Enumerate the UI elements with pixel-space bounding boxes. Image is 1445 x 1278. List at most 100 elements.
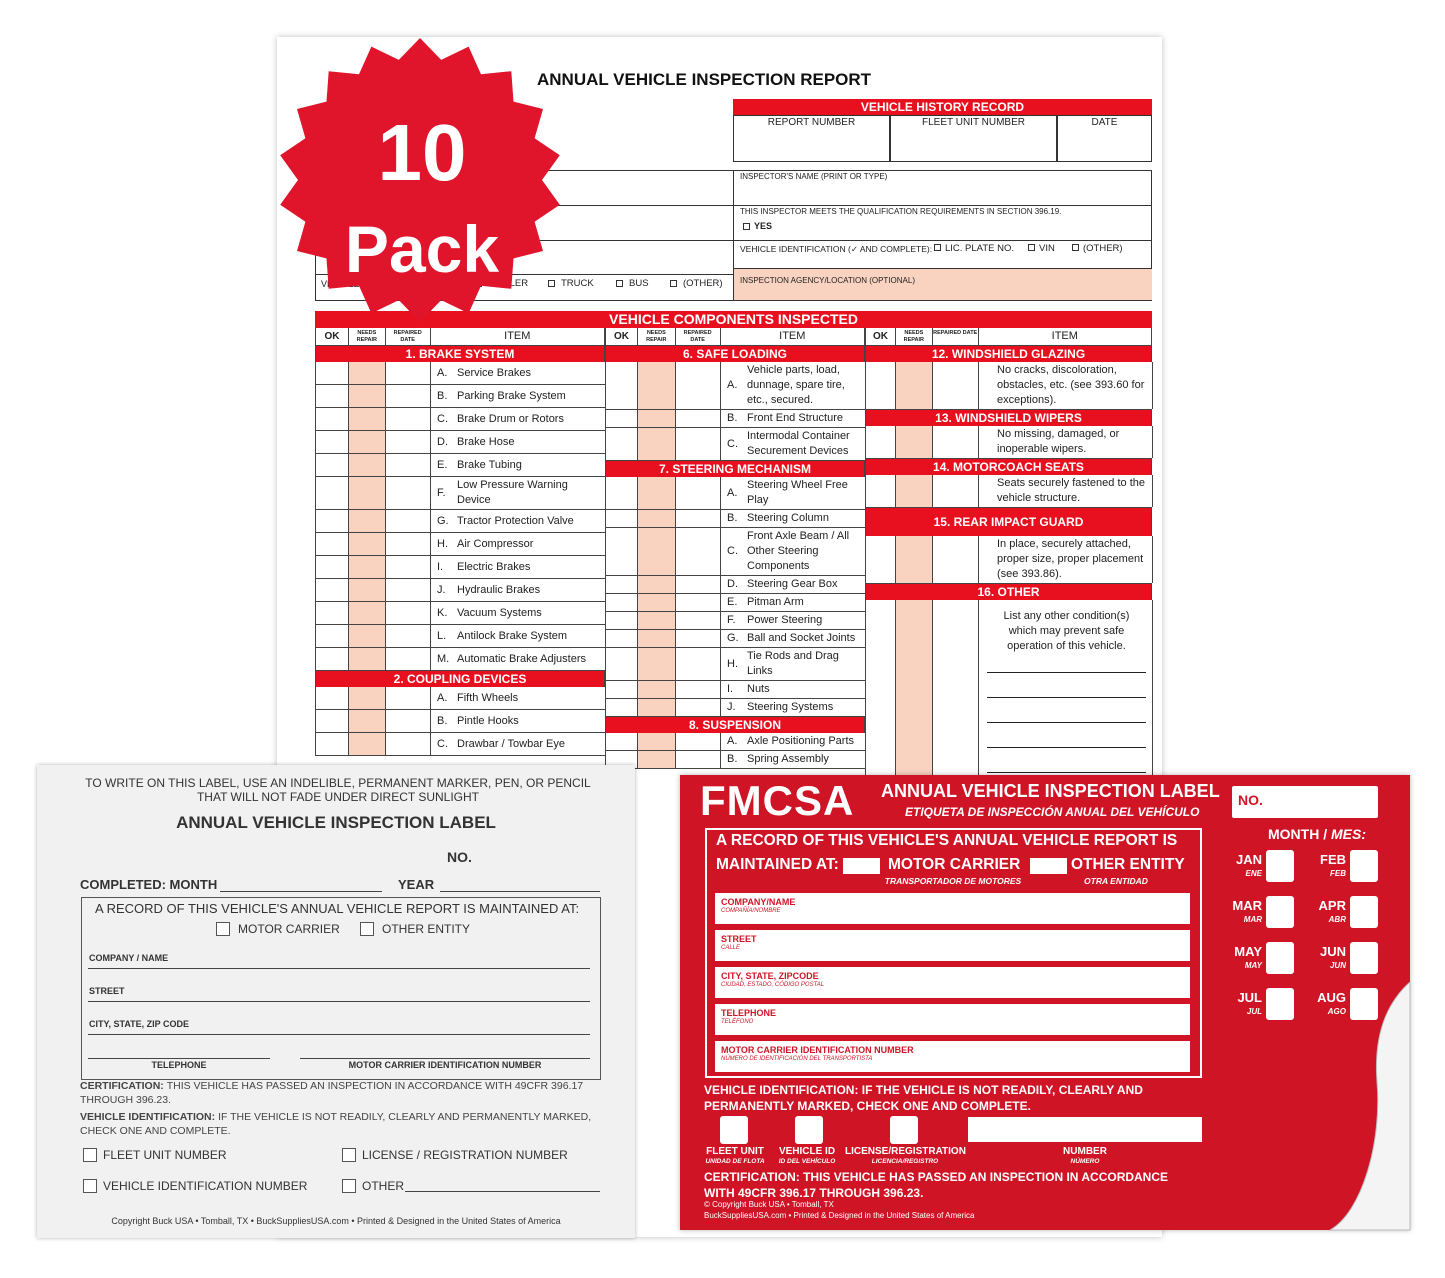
check-cell: [386, 431, 431, 453]
yes-option: YES: [754, 221, 773, 231]
item-row: I. Electric Brakes: [316, 556, 606, 579]
check-cell: [933, 475, 979, 507]
column-header: NEEDS REPAIR: [638, 328, 676, 345]
item-cell: Seats securely fastened to the vehicle s…: [979, 475, 1153, 507]
column-header: ITEM: [721, 328, 865, 345]
id-sub: UNIDAD DE FLOTA: [705, 1158, 765, 1165]
field-name: CITY, STATE, ZIPCODE: [721, 971, 819, 981]
item-text: List any other condition(s) which may pr…: [1003, 610, 1130, 652]
month-name: APR: [1318, 898, 1346, 913]
vehicle-id-option: (OTHER): [1083, 243, 1123, 254]
check-cell: [638, 612, 676, 629]
id-sub: ID DEL VEHÍCULO: [778, 1158, 836, 1165]
check-cell: [606, 733, 638, 750]
check-cell: [349, 602, 386, 624]
item-row: G. Ball and Socket Joints: [606, 630, 866, 648]
item-letter: G.: [437, 514, 449, 527]
item-text: Brake Hose: [457, 435, 515, 448]
field-box: [715, 1004, 1190, 1035]
form-line: [733, 205, 1152, 206]
checkbox: [83, 1179, 97, 1193]
check-cell: [866, 426, 896, 458]
check-cell: [386, 710, 431, 732]
checkbox: [360, 922, 374, 936]
paragraph-text: THIS VEHICLE HAS PASSED AN INSPECTION IN…: [80, 1080, 584, 1106]
item-text: Air Compressor: [457, 537, 534, 550]
check-cell: [606, 428, 638, 460]
item-letter: K.: [437, 606, 448, 619]
item-text: Vehicle parts, load, dunnage, spare tire…: [747, 364, 845, 406]
check-cell: [676, 751, 721, 768]
components-column: OK NEEDS REPAIR REPAIRED DATE ITEM 6. SAFE L…: [605, 328, 866, 769]
check-cell: [933, 362, 979, 409]
vehicle-type-option: (OTHER): [683, 278, 723, 289]
write-line: [88, 1058, 270, 1059]
section-row: 14. MOTORCOACH SEATS: [866, 459, 1152, 475]
field-box: [715, 967, 1190, 998]
item-cell: No missing, damaged, or inoperable wiper…: [979, 426, 1153, 458]
id-option: OTHER: [362, 1179, 404, 1193]
field-box: [715, 1041, 1190, 1072]
check-cell: [638, 528, 676, 575]
check-cell: [676, 528, 721, 575]
item-row: F. Low Pressure Warning Device: [316, 477, 606, 510]
item-row: B. Pintle Hooks: [316, 710, 606, 733]
inspector-name: INSPECTOR'S NAME (PRINT OR TYPE): [740, 172, 888, 181]
check-cell: [386, 510, 431, 532]
item-letter: C.: [727, 545, 738, 557]
peel-corner: [1328, 982, 1411, 1231]
id-name: VEHICLE ID: [778, 1146, 836, 1157]
column-header: OK: [316, 328, 349, 345]
check-cell: [896, 475, 933, 507]
item-letter: L.: [437, 629, 447, 642]
item-row: H. Air Compressor: [316, 533, 606, 556]
write-line: [987, 722, 1146, 723]
check-cell: [676, 594, 721, 611]
check-cell: [349, 385, 386, 407]
check-cell: [386, 408, 431, 430]
check-cell: [676, 630, 721, 647]
components-column: OK NEEDS REPAIR REPAIRED DATE ITEM 1. BRAKE …: [315, 328, 606, 756]
item-letter: B.: [727, 753, 738, 765]
check-cell: [386, 733, 431, 755]
column-header: OK: [606, 328, 638, 345]
item-row: List any other condition(s) which may pr…: [866, 600, 1153, 787]
check-cell: [676, 681, 721, 698]
item-row: I. Nuts: [606, 681, 866, 699]
item-row: E. Brake Tubing: [316, 454, 606, 477]
history-bar: [733, 99, 1152, 115]
id-option: FLEET UNIT NUMBER: [103, 1148, 227, 1162]
id-option: VEHICLE IDENTIFICATION NUMBER: [103, 1179, 308, 1193]
history-cell: [890, 115, 1057, 162]
check-cell: [316, 385, 349, 407]
item-letter: J.: [437, 583, 446, 596]
brand: FMCSA: [700, 777, 855, 824]
month-sub: MAR: [1243, 915, 1262, 924]
item-letter: C.: [727, 437, 738, 450]
check-cell: [606, 576, 638, 593]
check-cell: [638, 410, 676, 427]
item-text: Steering Column: [747, 512, 829, 524]
check-cell: [349, 454, 386, 476]
item-text: No cracks, discoloration, obstacles, etc…: [997, 364, 1145, 406]
check-cell: [316, 625, 349, 647]
check-cell: [933, 600, 979, 786]
item-text: Hydraulic Brakes: [457, 583, 541, 596]
item-row: No missing, damaged, or inoperable wiper…: [866, 426, 1153, 459]
checkbox: [934, 244, 941, 251]
check-cell: [676, 428, 721, 460]
vehicle-id-option: VIN: [1039, 243, 1055, 254]
item-row: B. Parking Brake System: [316, 385, 606, 408]
field-box: [715, 893, 1190, 924]
check-cell: [349, 733, 386, 755]
item-row: In place, securely attached, proper size…: [866, 536, 1153, 584]
column-header: ITEM: [979, 328, 1152, 345]
item-text: Steering Gear Box: [747, 578, 838, 590]
check-cell: [386, 625, 431, 647]
no-label: NO.: [1238, 792, 1263, 808]
item-text: Ball and Socket Joints: [747, 632, 856, 644]
badge-number: 10: [378, 108, 467, 197]
check-cell: [606, 477, 638, 509]
item-text: Steering Wheel Free Play: [747, 479, 848, 506]
check-cell: [896, 362, 933, 409]
